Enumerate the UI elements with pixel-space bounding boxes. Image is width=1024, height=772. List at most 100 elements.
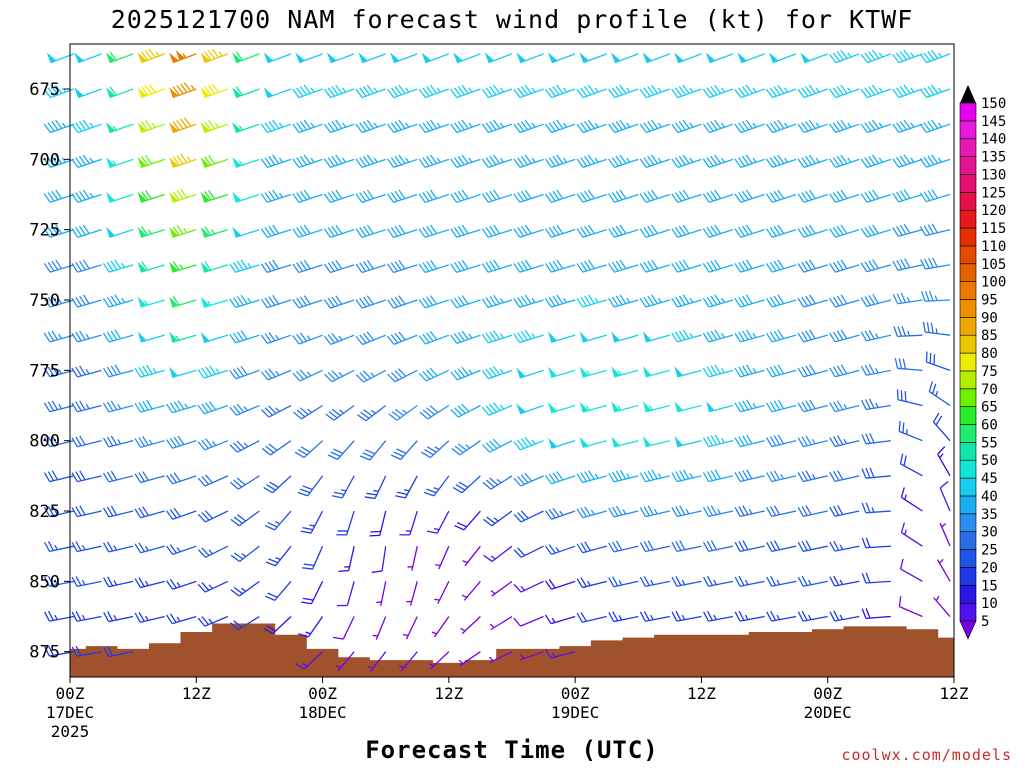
barb-half xyxy=(500,88,503,92)
wind-barb xyxy=(766,295,796,307)
wind-barb xyxy=(484,546,512,561)
barb-full xyxy=(328,455,337,459)
wind-barb xyxy=(201,261,228,272)
barb-full xyxy=(514,618,521,626)
barb-half xyxy=(469,88,472,92)
barb-full xyxy=(80,506,85,515)
wind-barb xyxy=(798,295,828,307)
barb-half xyxy=(781,474,784,479)
barb-full xyxy=(711,541,716,550)
barb-half xyxy=(55,615,57,620)
wind-barb xyxy=(201,332,228,343)
barb-half xyxy=(209,550,213,554)
barb-full xyxy=(771,611,776,620)
barb-half xyxy=(469,370,472,374)
barb-full xyxy=(901,487,904,497)
wind-barb xyxy=(419,260,449,272)
wind-barb xyxy=(674,52,701,62)
barb-half xyxy=(212,230,215,234)
barb-full xyxy=(865,365,870,374)
wind-barb xyxy=(901,487,922,511)
wind-barb xyxy=(135,578,165,588)
barb-half xyxy=(942,524,946,527)
colorbar-label: 40 xyxy=(981,489,998,505)
wind-barb xyxy=(706,401,733,412)
colorbar-box xyxy=(960,425,976,443)
wind-barb xyxy=(735,470,765,482)
barb-half xyxy=(872,507,874,512)
wind-barb xyxy=(324,260,354,272)
barb-half xyxy=(812,474,815,479)
barb-half xyxy=(403,410,407,413)
wind-barb xyxy=(830,225,860,237)
barb-full xyxy=(703,507,708,516)
wind-barb xyxy=(735,541,764,552)
barb-full xyxy=(905,391,906,401)
wind-barb xyxy=(388,332,418,345)
barb-half xyxy=(532,298,535,302)
x-axis-label: Forecast Time (UTC) xyxy=(365,736,659,764)
x-tick-year: 2025 xyxy=(51,722,90,741)
barb-full xyxy=(802,611,807,620)
x-tick-date: 19DEC xyxy=(551,703,599,722)
barb-full xyxy=(676,472,681,481)
wind-barb xyxy=(324,190,354,202)
wind-barb xyxy=(798,85,828,97)
barb-half xyxy=(682,580,684,585)
barb-full xyxy=(644,542,649,551)
wind-barb xyxy=(356,260,386,272)
barb-half xyxy=(500,369,503,373)
barb-half xyxy=(595,298,598,302)
wind-barb xyxy=(388,155,418,167)
barb-half xyxy=(876,368,878,373)
barb-shaft xyxy=(520,54,543,63)
colorbar-label: 65 xyxy=(981,400,998,416)
barb-full xyxy=(767,472,772,481)
wind-barb xyxy=(609,190,639,202)
barb-half xyxy=(785,123,788,127)
wind-barb xyxy=(893,120,923,132)
barb-full xyxy=(735,612,740,621)
wind-barb xyxy=(609,260,639,272)
wind-barb xyxy=(482,295,512,307)
barb-half xyxy=(188,157,191,161)
wind-barb xyxy=(611,436,638,447)
barb-full xyxy=(304,564,314,565)
barb-full xyxy=(52,471,57,480)
barb-full xyxy=(76,472,81,481)
wind-barb xyxy=(767,365,797,377)
wind-barb xyxy=(138,297,165,308)
wind-barb xyxy=(703,120,733,132)
barb-half xyxy=(938,123,941,127)
barb-full xyxy=(897,389,898,399)
wind-barb xyxy=(514,437,544,450)
barb-half xyxy=(311,158,314,162)
barb-full xyxy=(397,492,407,494)
wind-barb xyxy=(901,559,923,582)
barb-half xyxy=(936,328,937,333)
y-tick-label: 850 xyxy=(29,572,60,592)
wind-barb xyxy=(391,441,417,460)
wind-barb xyxy=(390,52,417,62)
barb-full xyxy=(870,433,874,443)
barb-full xyxy=(771,576,776,585)
colorbar-box xyxy=(960,103,976,121)
barb-half xyxy=(658,123,661,127)
wind-barb xyxy=(704,576,733,586)
colorbar-box xyxy=(960,532,976,550)
barb-full xyxy=(899,596,900,606)
barb-flag xyxy=(201,332,210,343)
wind-barb xyxy=(514,581,544,592)
wind-barb xyxy=(861,294,891,306)
barb-half xyxy=(879,123,882,127)
barb-half xyxy=(532,333,535,337)
colorbar-box xyxy=(960,603,976,621)
wind-barb xyxy=(485,52,512,62)
barb-half xyxy=(118,404,121,408)
wind-barb xyxy=(735,400,765,412)
barb-half xyxy=(623,510,626,515)
wind-barb xyxy=(138,120,165,132)
barb-full xyxy=(644,611,649,620)
wind-barb xyxy=(230,476,259,489)
wind-barb xyxy=(372,546,386,572)
